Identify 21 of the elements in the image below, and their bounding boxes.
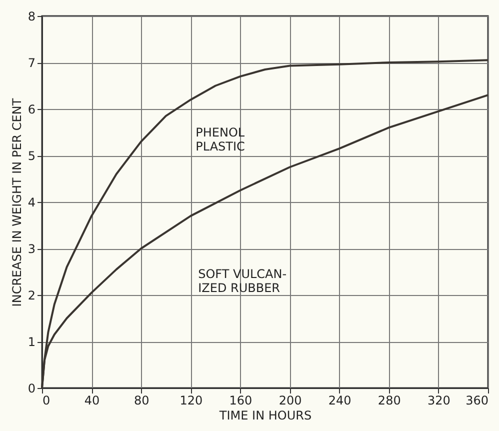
y-tick-label: 6 bbox=[28, 102, 36, 116]
y-tick-label: 7 bbox=[28, 56, 36, 70]
y-tick-label: 0 bbox=[28, 382, 36, 396]
x-tick-label: 200 bbox=[278, 394, 302, 408]
x-tick-label: 240 bbox=[328, 394, 352, 408]
x-tick-label: 120 bbox=[180, 394, 203, 408]
x-tick-label: 320 bbox=[427, 394, 450, 408]
x-tick-label: 0 bbox=[42, 394, 50, 408]
y-axis-title: INCREASE IN WEIGHT IN PER CENT bbox=[10, 98, 24, 307]
x-tick-label: 160 bbox=[229, 394, 252, 408]
x-tick-label: 280 bbox=[378, 394, 401, 408]
x-tick-label: 40 bbox=[84, 394, 100, 408]
y-tick-label: 4 bbox=[28, 196, 36, 210]
y-tick-label: 5 bbox=[28, 149, 36, 163]
x-tick-label: 360 bbox=[466, 394, 488, 408]
y-tick-label: 3 bbox=[28, 242, 36, 256]
x-tick-label: 80 bbox=[134, 394, 150, 408]
y-tick-label: 8 bbox=[28, 10, 36, 24]
x-axis-title: TIME IN HOURS bbox=[218, 408, 312, 422]
y-tick-label: 2 bbox=[28, 288, 36, 302]
y-tick-label: 1 bbox=[28, 335, 36, 349]
